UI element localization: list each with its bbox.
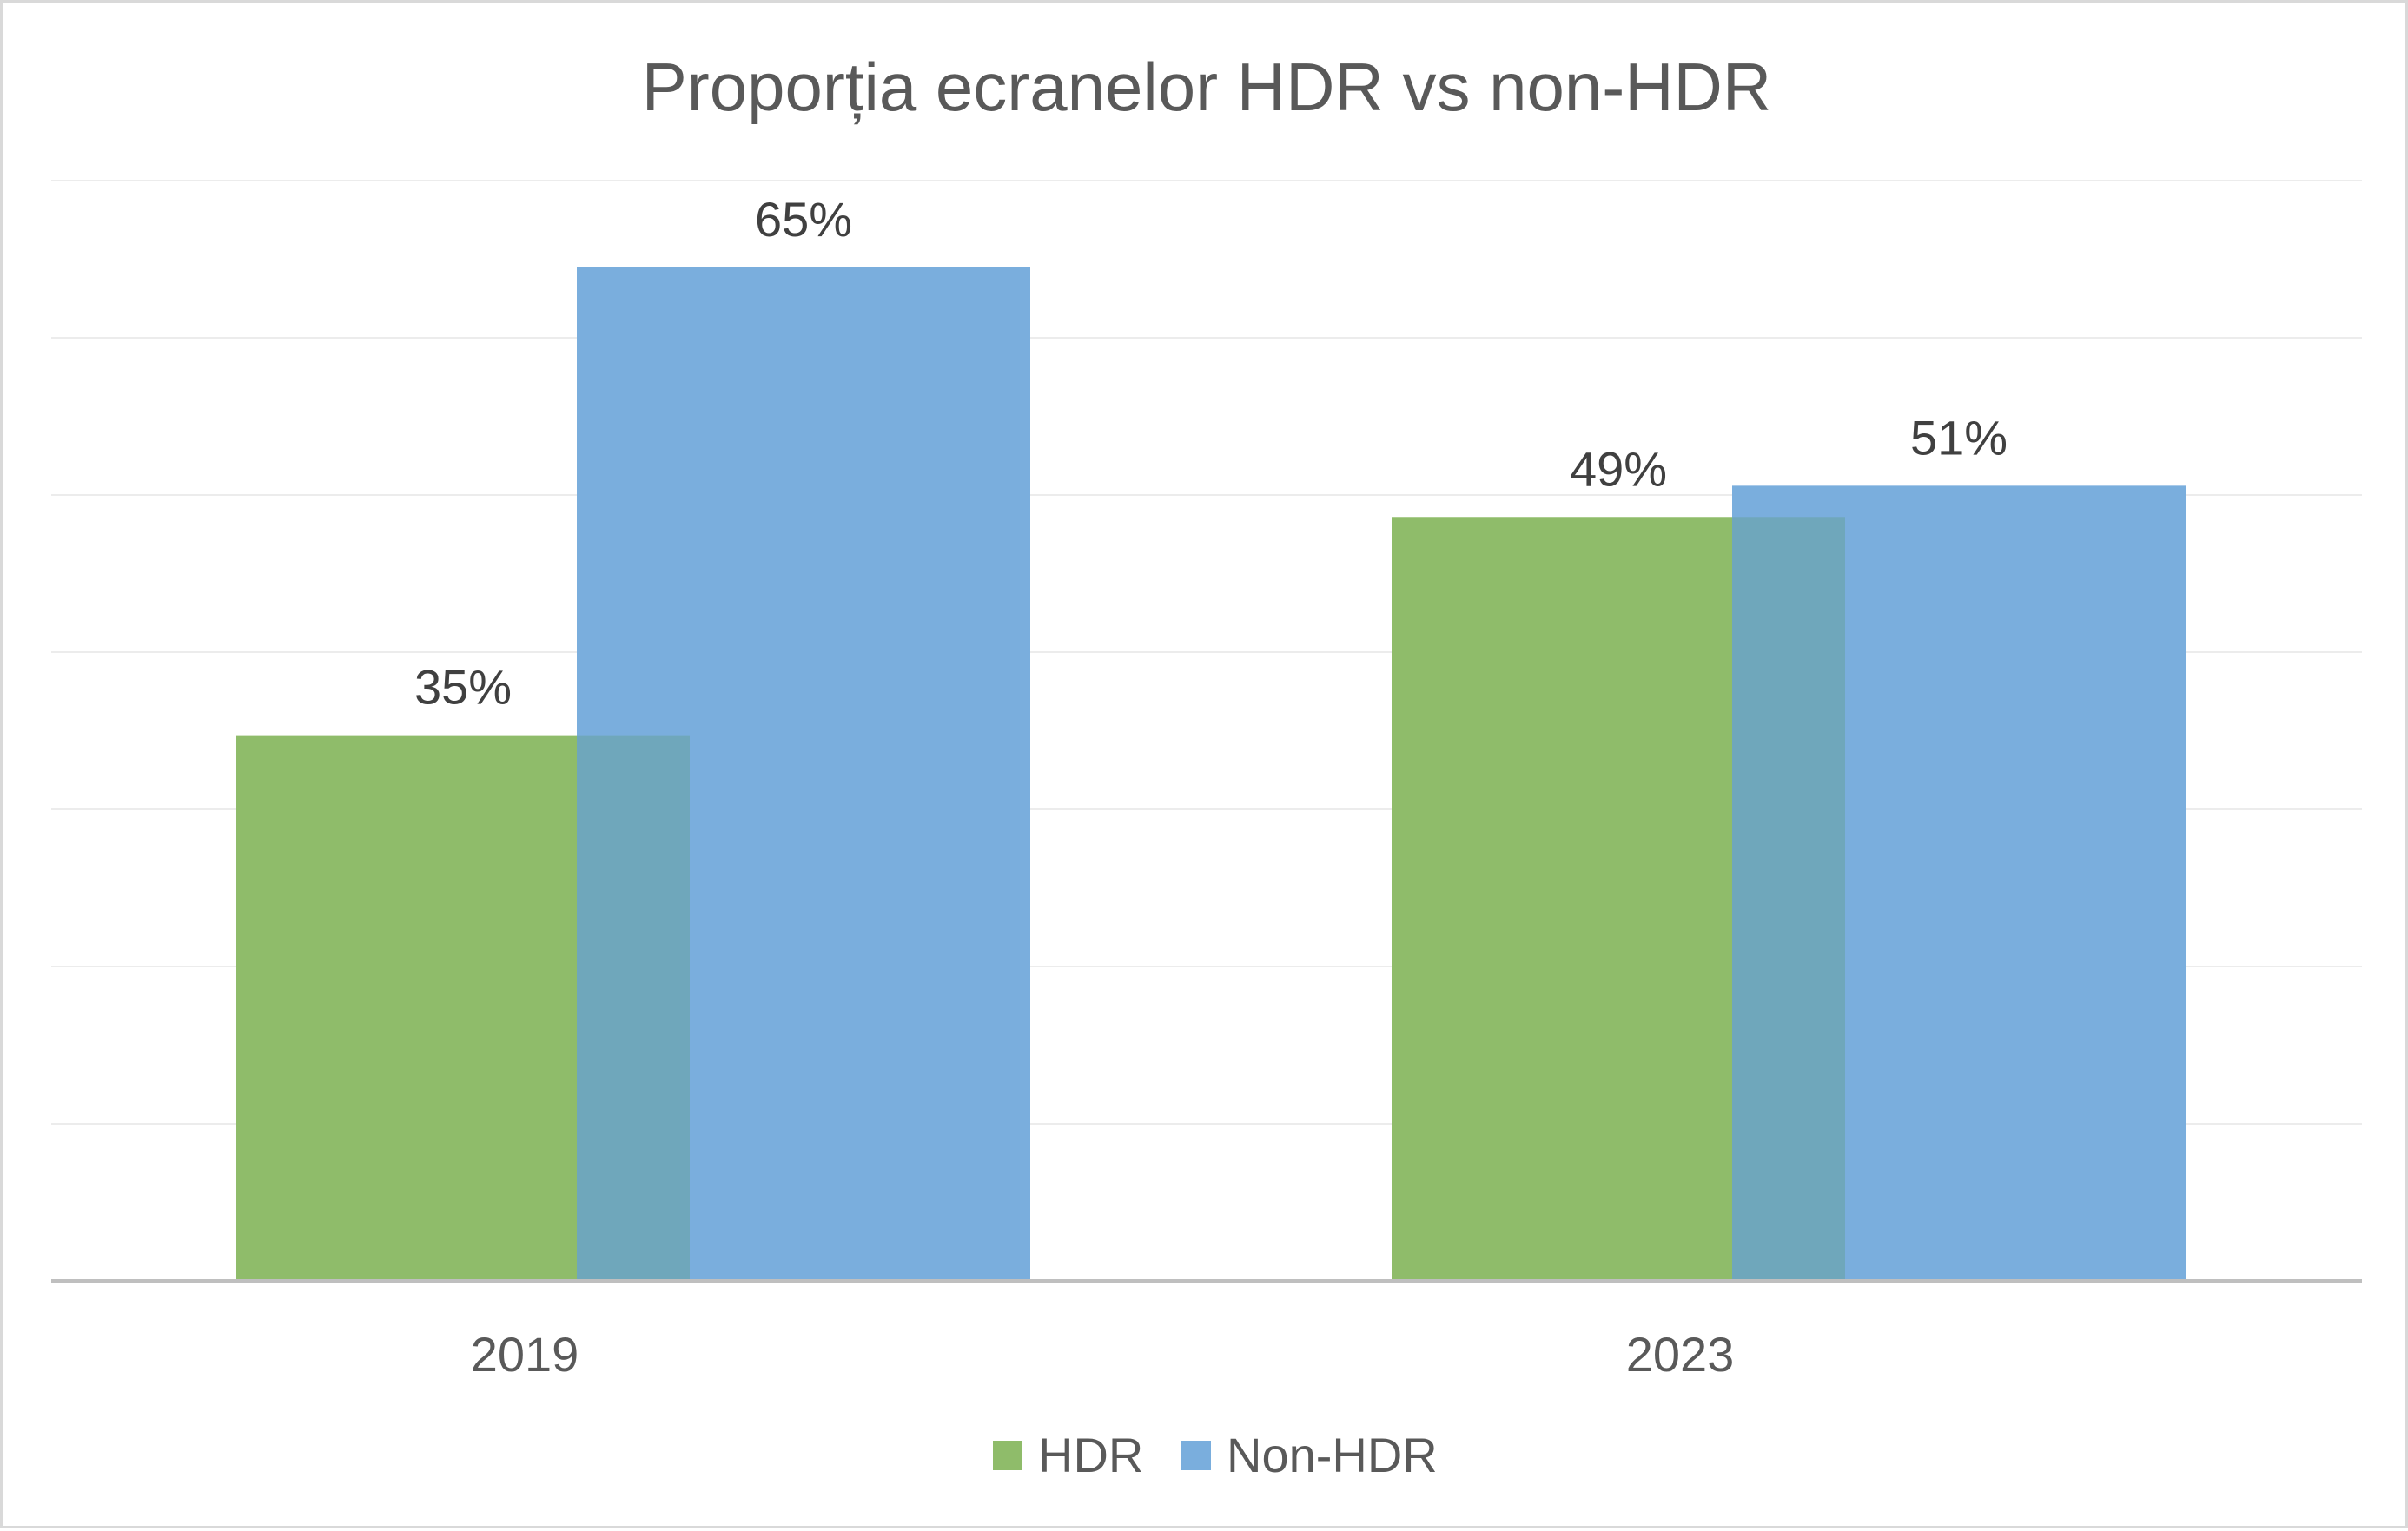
chart-title: Proporția ecranelor HDR vs non-HDR [642,49,1771,125]
legend-label-hdr: HDR [1038,1428,1143,1482]
bar-overlap-2023 [1732,517,1845,1281]
bar-chart: 35% 65% 49% 51% 2019 2023 Proporția ecranelo… [51,49,2362,1482]
data-label-non-hdr-2023: 51% [1910,410,2008,465]
x-tick-label-2023: 2023 [1626,1327,1735,1382]
data-label-non-hdr-2019: 65% [755,192,852,247]
legend: HDR Non-HDR [993,1428,1438,1482]
bars [236,267,2186,1281]
legend-item-hdr: HDR [993,1428,1143,1482]
data-labels: 35% 65% 49% 51% [414,192,2008,715]
x-tick-label-2019: 2019 [471,1327,579,1382]
legend-item-non-hdr: Non-HDR [1181,1428,1438,1482]
bar-overlap-2019 [577,735,690,1281]
x-tick-labels: 2019 2023 [471,1327,1735,1382]
data-label-hdr-2019: 35% [414,660,512,715]
data-label-hdr-2023: 49% [1570,441,1667,496]
legend-swatch-hdr [993,1441,1022,1470]
legend-label-non-hdr: Non-HDR [1227,1428,1438,1482]
legend-swatch-non-hdr [1181,1441,1211,1470]
